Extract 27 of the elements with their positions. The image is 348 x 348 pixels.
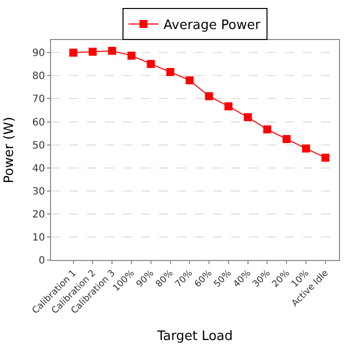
point [205,92,214,100]
point [108,46,116,55]
point [69,48,78,57]
point [224,102,232,110]
point [321,154,330,162]
point [302,144,310,152]
y-tick-label: 90 [32,48,45,60]
point [146,60,155,68]
point [88,48,97,56]
y-tick-label: 0 [38,256,45,266]
y-tick-label: 60 [32,117,45,128]
y-axis-title: Power (W) [2,116,18,184]
y-tick-label: 70 [32,94,45,106]
y-tick-label: 20 [32,209,45,220]
point [263,125,272,134]
x-axis-title: Target Load [156,328,233,344]
y-tick-label: 40 [32,163,45,174]
y-tick-label: 50 [32,140,45,152]
point [127,52,136,60]
point [244,113,252,122]
point [282,135,291,144]
point [186,76,194,84]
legend-label: Average Power [164,18,261,34]
y-tick-label: 10 [32,232,45,244]
y-tick-label: 30 [32,186,45,198]
point [166,68,174,76]
y-tick-label: 80 [32,71,45,82]
